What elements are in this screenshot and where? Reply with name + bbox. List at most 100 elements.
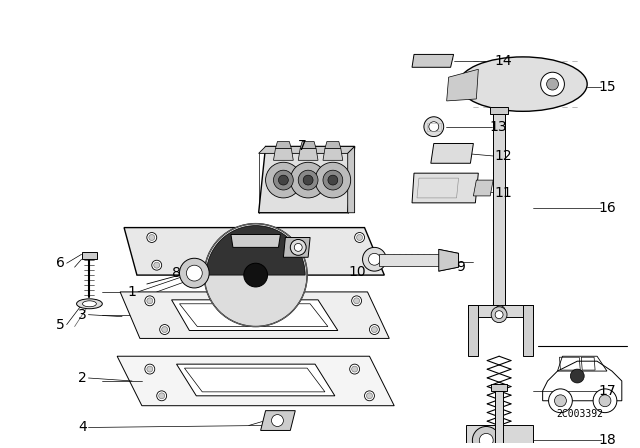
Circle shape bbox=[479, 433, 493, 447]
Circle shape bbox=[424, 117, 444, 137]
Polygon shape bbox=[177, 364, 335, 396]
Polygon shape bbox=[412, 173, 478, 203]
Circle shape bbox=[145, 364, 155, 374]
Circle shape bbox=[554, 395, 566, 407]
Circle shape bbox=[145, 296, 155, 306]
Circle shape bbox=[154, 262, 160, 268]
Polygon shape bbox=[412, 54, 454, 67]
Text: 11: 11 bbox=[494, 186, 512, 200]
Circle shape bbox=[429, 122, 439, 132]
Circle shape bbox=[159, 393, 164, 399]
Ellipse shape bbox=[458, 57, 587, 111]
Circle shape bbox=[369, 324, 380, 335]
Polygon shape bbox=[447, 69, 478, 101]
Polygon shape bbox=[380, 254, 439, 266]
Circle shape bbox=[362, 247, 387, 271]
Ellipse shape bbox=[83, 301, 97, 307]
Polygon shape bbox=[431, 143, 474, 163]
Circle shape bbox=[599, 395, 611, 407]
Circle shape bbox=[315, 162, 351, 198]
Text: 12: 12 bbox=[494, 149, 512, 164]
Polygon shape bbox=[325, 142, 340, 148]
Circle shape bbox=[323, 170, 343, 190]
Circle shape bbox=[294, 243, 302, 251]
Text: 1: 1 bbox=[127, 285, 136, 299]
Circle shape bbox=[356, 234, 362, 241]
Text: 18: 18 bbox=[598, 433, 616, 448]
Circle shape bbox=[365, 391, 374, 401]
Circle shape bbox=[547, 78, 559, 90]
Polygon shape bbox=[124, 228, 384, 275]
Polygon shape bbox=[284, 237, 310, 257]
Polygon shape bbox=[474, 180, 493, 196]
Circle shape bbox=[351, 366, 358, 372]
Text: 8: 8 bbox=[172, 266, 181, 280]
Circle shape bbox=[495, 306, 505, 316]
Text: 17: 17 bbox=[598, 384, 616, 398]
Polygon shape bbox=[300, 142, 316, 148]
Circle shape bbox=[369, 260, 380, 270]
Circle shape bbox=[570, 369, 584, 383]
Circle shape bbox=[291, 162, 326, 198]
Polygon shape bbox=[259, 146, 355, 153]
Polygon shape bbox=[491, 384, 507, 391]
Circle shape bbox=[157, 391, 166, 401]
Polygon shape bbox=[468, 305, 478, 356]
Polygon shape bbox=[493, 109, 505, 307]
Circle shape bbox=[371, 262, 378, 268]
Polygon shape bbox=[348, 146, 355, 213]
Circle shape bbox=[369, 253, 380, 265]
Circle shape bbox=[179, 258, 209, 288]
Polygon shape bbox=[490, 107, 508, 114]
Text: 10: 10 bbox=[349, 265, 367, 279]
Circle shape bbox=[303, 175, 313, 185]
Circle shape bbox=[541, 72, 564, 96]
Circle shape bbox=[273, 170, 293, 190]
Circle shape bbox=[152, 260, 162, 270]
Circle shape bbox=[351, 296, 362, 306]
Polygon shape bbox=[273, 148, 293, 160]
Text: 14: 14 bbox=[494, 54, 512, 69]
Text: 3: 3 bbox=[78, 308, 87, 322]
Text: 16: 16 bbox=[598, 201, 616, 215]
Circle shape bbox=[160, 324, 170, 335]
Polygon shape bbox=[439, 250, 458, 271]
Polygon shape bbox=[260, 411, 295, 431]
Circle shape bbox=[354, 298, 360, 304]
Polygon shape bbox=[495, 416, 503, 448]
Circle shape bbox=[328, 175, 338, 185]
Text: 9: 9 bbox=[456, 260, 465, 274]
Circle shape bbox=[355, 233, 365, 242]
Circle shape bbox=[349, 364, 360, 374]
Circle shape bbox=[367, 393, 372, 399]
Circle shape bbox=[204, 224, 307, 327]
Circle shape bbox=[149, 234, 155, 241]
Text: 15: 15 bbox=[598, 80, 616, 94]
Circle shape bbox=[147, 298, 153, 304]
Polygon shape bbox=[523, 305, 532, 356]
Text: 5: 5 bbox=[56, 318, 65, 332]
Circle shape bbox=[371, 327, 378, 332]
Circle shape bbox=[147, 233, 157, 242]
Circle shape bbox=[291, 240, 306, 255]
Polygon shape bbox=[120, 292, 389, 338]
Polygon shape bbox=[231, 234, 280, 247]
Circle shape bbox=[495, 311, 503, 319]
Text: 6: 6 bbox=[56, 256, 65, 270]
Polygon shape bbox=[468, 305, 532, 317]
Circle shape bbox=[147, 366, 153, 372]
Polygon shape bbox=[81, 252, 97, 259]
Polygon shape bbox=[275, 142, 291, 148]
Ellipse shape bbox=[77, 299, 102, 309]
Polygon shape bbox=[117, 356, 394, 406]
Circle shape bbox=[244, 263, 268, 287]
Circle shape bbox=[278, 175, 289, 185]
Text: 2C003392: 2C003392 bbox=[557, 409, 604, 418]
Circle shape bbox=[491, 307, 507, 323]
Circle shape bbox=[472, 426, 500, 448]
Circle shape bbox=[266, 162, 301, 198]
Circle shape bbox=[593, 389, 617, 413]
Polygon shape bbox=[172, 300, 338, 331]
Text: 2: 2 bbox=[78, 371, 87, 385]
Polygon shape bbox=[495, 386, 503, 448]
